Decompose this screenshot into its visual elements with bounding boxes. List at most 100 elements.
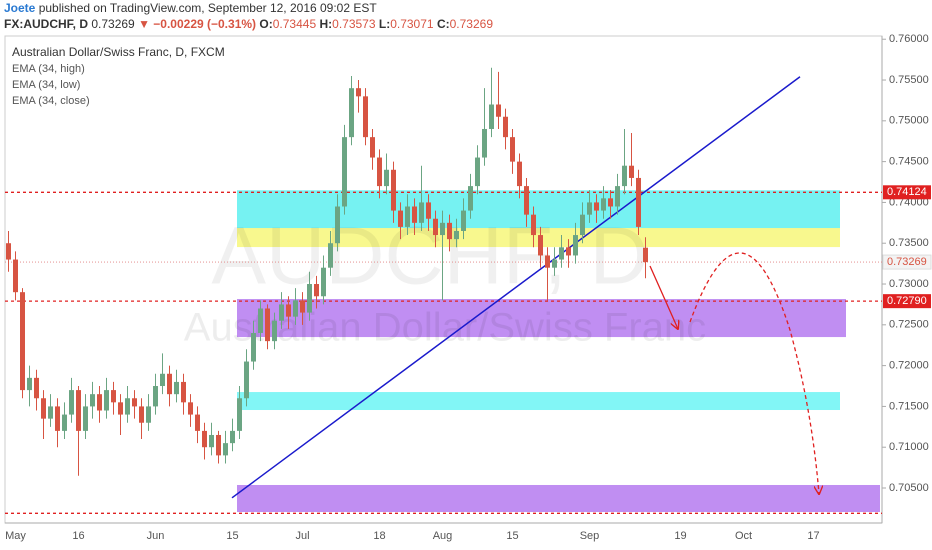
chart-title: Australian Dollar/Swiss Franc, D, FXCM <box>12 45 225 59</box>
watermark-name: Australian Dollar/Swiss Franc <box>184 306 706 350</box>
candle-body <box>461 210 466 231</box>
candle-body <box>447 222 452 240</box>
candle-body <box>559 247 564 260</box>
y-tick-label: 0.74000 <box>889 196 929 208</box>
candle-body <box>328 243 333 268</box>
trend-line <box>231 76 801 499</box>
candle-body <box>314 284 319 297</box>
zone <box>237 392 840 411</box>
last-price: 0.73269 <box>91 17 135 31</box>
candle-body <box>370 137 375 158</box>
candle-body <box>111 390 116 403</box>
candle-body <box>517 161 522 187</box>
x-tick-label: Aug <box>433 530 453 542</box>
candle-body <box>335 206 340 244</box>
candle-body <box>398 210 403 227</box>
candle-body <box>531 214 536 236</box>
candle-body <box>104 390 109 411</box>
candle-body <box>20 292 25 391</box>
candle-body <box>489 104 494 129</box>
plot-area <box>4 35 883 524</box>
indicator-label: EMA (34, low) <box>12 79 80 91</box>
y-tick-label: 0.76000 <box>889 33 929 45</box>
change: ▼ −0.00229 (−0.31%) <box>138 17 257 31</box>
candle-body <box>230 430 235 444</box>
candle-body <box>552 259 557 268</box>
x-tick-label: 15 <box>506 530 518 542</box>
candle-body <box>181 381 186 403</box>
candle-body <box>265 308 270 342</box>
candle-body <box>41 398 46 419</box>
high-label: H: <box>319 17 333 31</box>
published: published on TradingView.com, September … <box>38 1 377 15</box>
candle-body <box>587 202 592 215</box>
candle-body <box>146 406 151 423</box>
x-tick-label: Oct <box>735 530 752 542</box>
candle-body <box>482 128 487 158</box>
author[interactable]: Joete <box>4 1 36 15</box>
quote-line: FX:AUDCHF, D 0.73269 ▼ −0.00229 (−0.31%)… <box>4 16 493 32</box>
forecast-path <box>689 252 819 494</box>
open-value: 0.73445 <box>272 17 317 31</box>
candle-body <box>356 88 361 97</box>
level-tag <box>883 185 931 200</box>
low-value: 0.73071 <box>390 17 434 31</box>
candle-body <box>615 186 620 207</box>
x-tick-label: 16 <box>72 530 84 542</box>
zone <box>237 484 880 513</box>
candle-body <box>167 373 172 395</box>
candle-body <box>629 165 634 178</box>
level-label: 0.74124 <box>887 186 927 198</box>
y-tick-label: 0.71000 <box>889 441 929 453</box>
zone <box>237 299 846 338</box>
candle-body <box>160 373 165 387</box>
candle-body <box>622 165 627 187</box>
candle-body <box>48 406 53 419</box>
price-tag-label: 0.73269 <box>887 256 927 268</box>
candle-body <box>601 198 606 211</box>
forecast-arrow <box>649 265 678 329</box>
candle-body <box>55 406 60 431</box>
candle-body <box>209 434 214 448</box>
candle-body <box>300 300 305 313</box>
low-label: L: <box>378 17 391 31</box>
candle-body <box>307 284 312 313</box>
candle-body <box>475 157 480 187</box>
candle-body <box>6 243 11 260</box>
price-tag <box>882 254 932 270</box>
level-tag <box>883 294 931 309</box>
candle-body <box>244 361 249 399</box>
candle-body <box>426 202 431 219</box>
candle-body <box>153 386 158 407</box>
candle-body <box>76 390 81 431</box>
y-tick-label: 0.75000 <box>889 115 929 127</box>
candle-body <box>90 394 95 407</box>
candle-body <box>510 137 515 162</box>
candle-body <box>62 414 67 431</box>
y-tick-label: 0.73000 <box>889 278 929 290</box>
y-tick-label: 0.72000 <box>889 360 929 372</box>
candle-body <box>342 137 347 207</box>
x-tick-label: 17 <box>807 530 819 542</box>
candle-body <box>216 434 221 456</box>
candle-body <box>440 222 445 236</box>
candle-body <box>538 235 543 256</box>
candle-body <box>293 300 298 317</box>
candle-body <box>27 377 32 391</box>
x-tick-label: May <box>5 530 26 542</box>
candle-body <box>454 230 459 240</box>
candle-body <box>188 402 193 415</box>
candle-body <box>545 255 550 268</box>
candle-body <box>83 406 88 431</box>
candle-body <box>125 398 130 415</box>
candle-body <box>566 247 571 256</box>
candle-body <box>405 206 410 227</box>
candle-body <box>391 169 396 211</box>
candle-body <box>503 116 508 138</box>
candle-body <box>594 202 599 211</box>
y-tick-label: 0.72500 <box>889 319 929 331</box>
candle-body <box>223 443 228 456</box>
candle-body <box>139 406 144 423</box>
y-tick-label: 0.70500 <box>889 482 929 494</box>
indicator-label: EMA (34, high) <box>12 63 85 75</box>
